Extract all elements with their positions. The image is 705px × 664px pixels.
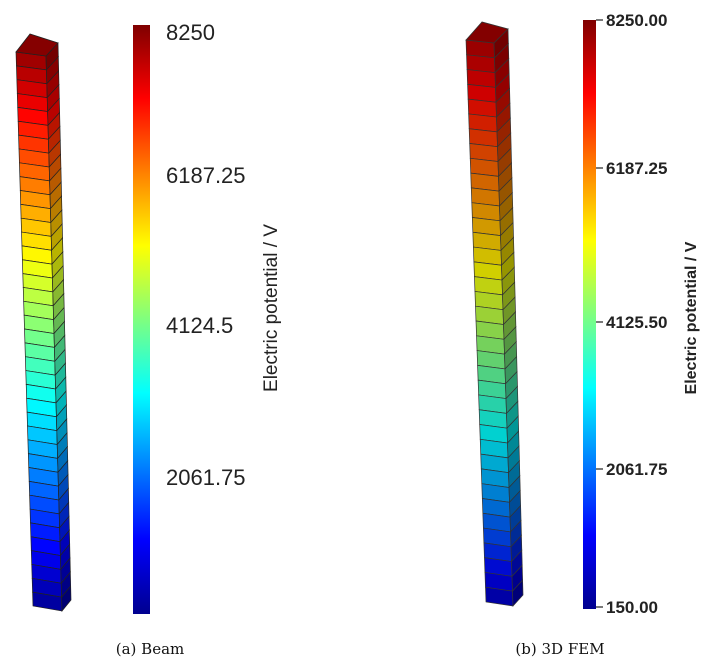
tick-label: 4125.50 — [606, 313, 667, 332]
beam-segment-side — [512, 579, 524, 607]
beam-b — [465, 21, 524, 607]
panel-a: 8250 6187.25 4124.5 2061.75 Electric pot… — [15, 20, 282, 658]
caption-a: (a) Beam — [116, 640, 184, 658]
colorbar-b — [583, 20, 596, 609]
colorbar-b-title: Electric potential / V — [683, 241, 700, 394]
beam-segment-side — [61, 585, 72, 612]
tick-label: 8250.00 — [606, 11, 667, 30]
colorbar-a-ticks: 8250 6187.25 4124.5 2061.75 — [166, 20, 246, 490]
beam-a — [15, 33, 72, 612]
beam-top-cap — [465, 21, 509, 44]
tick-label: 8250 — [166, 20, 215, 45]
colorbar-b-tickmarks — [596, 19, 603, 608]
colorbar-b-ticks: 8250.00 6187.25 4125.50 2061.75 150.00 — [606, 11, 667, 617]
caption-b: (b) 3D FEM — [515, 640, 604, 658]
colorbar-a-title: Electric potential / V — [261, 224, 282, 392]
tick-label: 150.00 — [606, 598, 658, 617]
colorbar-a — [133, 25, 150, 614]
tick-label: 6187.25 — [166, 163, 246, 188]
tick-label: 2061.75 — [606, 460, 667, 479]
tick-label: 6187.25 — [606, 159, 667, 178]
tick-label: 4124.5 — [166, 313, 233, 338]
panel-b: 8250.00 6187.25 4125.50 2061.75 150.00 E… — [465, 11, 700, 658]
beam-top-cap — [15, 33, 59, 57]
tick-label: 2061.75 — [166, 465, 246, 490]
